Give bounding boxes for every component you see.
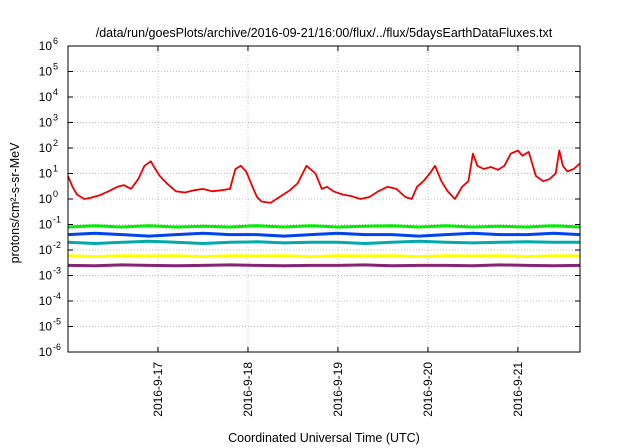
y-tick-base: 10 xyxy=(39,218,53,232)
y-tick-label: 10 xyxy=(39,320,53,334)
x-tick-label: 2016-9-17 xyxy=(151,362,165,417)
y-tick-base: 10 xyxy=(39,269,53,283)
x-tick-label: 2016-9-20 xyxy=(421,362,435,417)
y-tick-base: 10 xyxy=(39,192,53,206)
y-tick-label: 10 xyxy=(39,192,53,206)
y-tick-exponent: -2 xyxy=(53,240,61,250)
y-tick-label: 10 xyxy=(39,65,53,79)
y-tick-exponent: 1 xyxy=(53,164,58,174)
y-tick-label: 10 xyxy=(39,218,53,232)
y-tick-exponent: 2 xyxy=(53,138,58,148)
x-tick-label: 2016-9-19 xyxy=(331,362,345,417)
y-tick-label: 10 xyxy=(39,167,53,181)
y-tick-label: 10 xyxy=(39,141,53,155)
y-tick-exponent: -1 xyxy=(53,215,61,225)
series-line xyxy=(67,224,581,229)
y-tick-exponent: 0 xyxy=(53,189,58,199)
y-tick-exponent: -3 xyxy=(53,266,61,276)
y-tick-base: 10 xyxy=(39,243,53,257)
y-tick-exponent: 5 xyxy=(53,62,58,72)
y-tick-base: 10 xyxy=(39,39,53,53)
y-tick-base: 10 xyxy=(39,116,53,130)
series-line xyxy=(67,254,581,259)
series-line xyxy=(67,263,581,268)
series-line xyxy=(67,239,580,245)
y-tick-base: 10 xyxy=(39,345,53,359)
x-axis-ticks: 2016-9-17 2016-9-18 2016-9-19 2016-9-20 2016… xyxy=(151,46,525,417)
y-tick-exponent: 3 xyxy=(53,113,58,123)
y-tick-base: 10 xyxy=(39,90,53,104)
series-line xyxy=(67,149,581,204)
x-tick-label: 2016-9-21 xyxy=(511,362,525,417)
y-axis-ticks: 10 -610 -510 -410 -310 -210 -110 010 110 210 310 41… xyxy=(39,36,580,359)
y-tick-base: 10 xyxy=(39,320,53,334)
y-tick-base: 10 xyxy=(39,65,53,79)
y-tick-exponent: -4 xyxy=(53,291,61,301)
chart-title: /data/run/goesPlots/archive/2016-09-21/1… xyxy=(96,26,553,40)
y-tick-label: 10 xyxy=(39,116,53,130)
y-tick-label: 10 xyxy=(39,90,53,104)
y-tick-label: 10 xyxy=(39,269,53,283)
x-axis-label: Coordinated Universal Time (UTC) xyxy=(228,431,420,445)
y-tick-base: 10 xyxy=(39,294,53,308)
y-tick-exponent: 6 xyxy=(53,36,58,46)
y-axis-label: protons/cm²-s-sr-MeV xyxy=(8,142,22,264)
y-tick-exponent: 4 xyxy=(53,87,58,97)
series-line xyxy=(67,231,581,238)
data-series xyxy=(67,149,581,268)
y-tick-label: 10 xyxy=(39,39,53,53)
grid-lines xyxy=(68,46,580,352)
y-tick-base: 10 xyxy=(39,141,53,155)
y-tick-label: 10 xyxy=(39,243,53,257)
y-tick-exponent: -5 xyxy=(53,317,61,327)
y-tick-label: 10 xyxy=(39,294,53,308)
y-tick-exponent: -6 xyxy=(53,342,61,352)
x-tick-label: 2016-9-18 xyxy=(241,362,255,417)
y-tick-base: 10 xyxy=(39,167,53,181)
y-tick-label: 10 xyxy=(39,345,53,359)
